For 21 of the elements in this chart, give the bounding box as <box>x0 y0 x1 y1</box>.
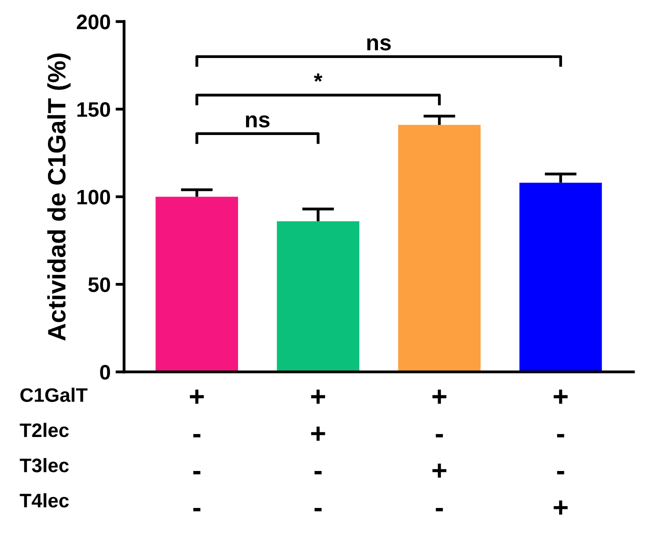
text: C1GalT <box>20 388 88 402</box>
y-tick-label: 50 <box>88 277 110 292</box>
text: T3lec <box>20 458 69 472</box>
annotation: ns <box>246 115 270 128</box>
y-axis-title: Actividad de C1GalT (%) <box>47 54 71 341</box>
text: T4lec <box>20 493 69 508</box>
bar <box>156 196 238 372</box>
category-label: + + - - <box>311 390 326 512</box>
y-tick-label: 100 <box>77 190 110 204</box>
category-label: + - - - <box>190 390 204 512</box>
y-tick-label: 150 <box>77 102 110 117</box>
annotation: * <box>314 73 322 82</box>
text: T2lec <box>20 422 69 438</box>
bar <box>519 182 602 372</box>
annotation: ns <box>367 38 391 50</box>
y-tick-label: 200 <box>76 14 110 30</box>
y-tick-label: 0 <box>100 364 110 380</box>
bar <box>276 221 360 372</box>
bar <box>398 124 481 372</box>
category-label: + - - + <box>554 390 568 515</box>
x-tick-label: + - + - <box>432 390 446 512</box>
